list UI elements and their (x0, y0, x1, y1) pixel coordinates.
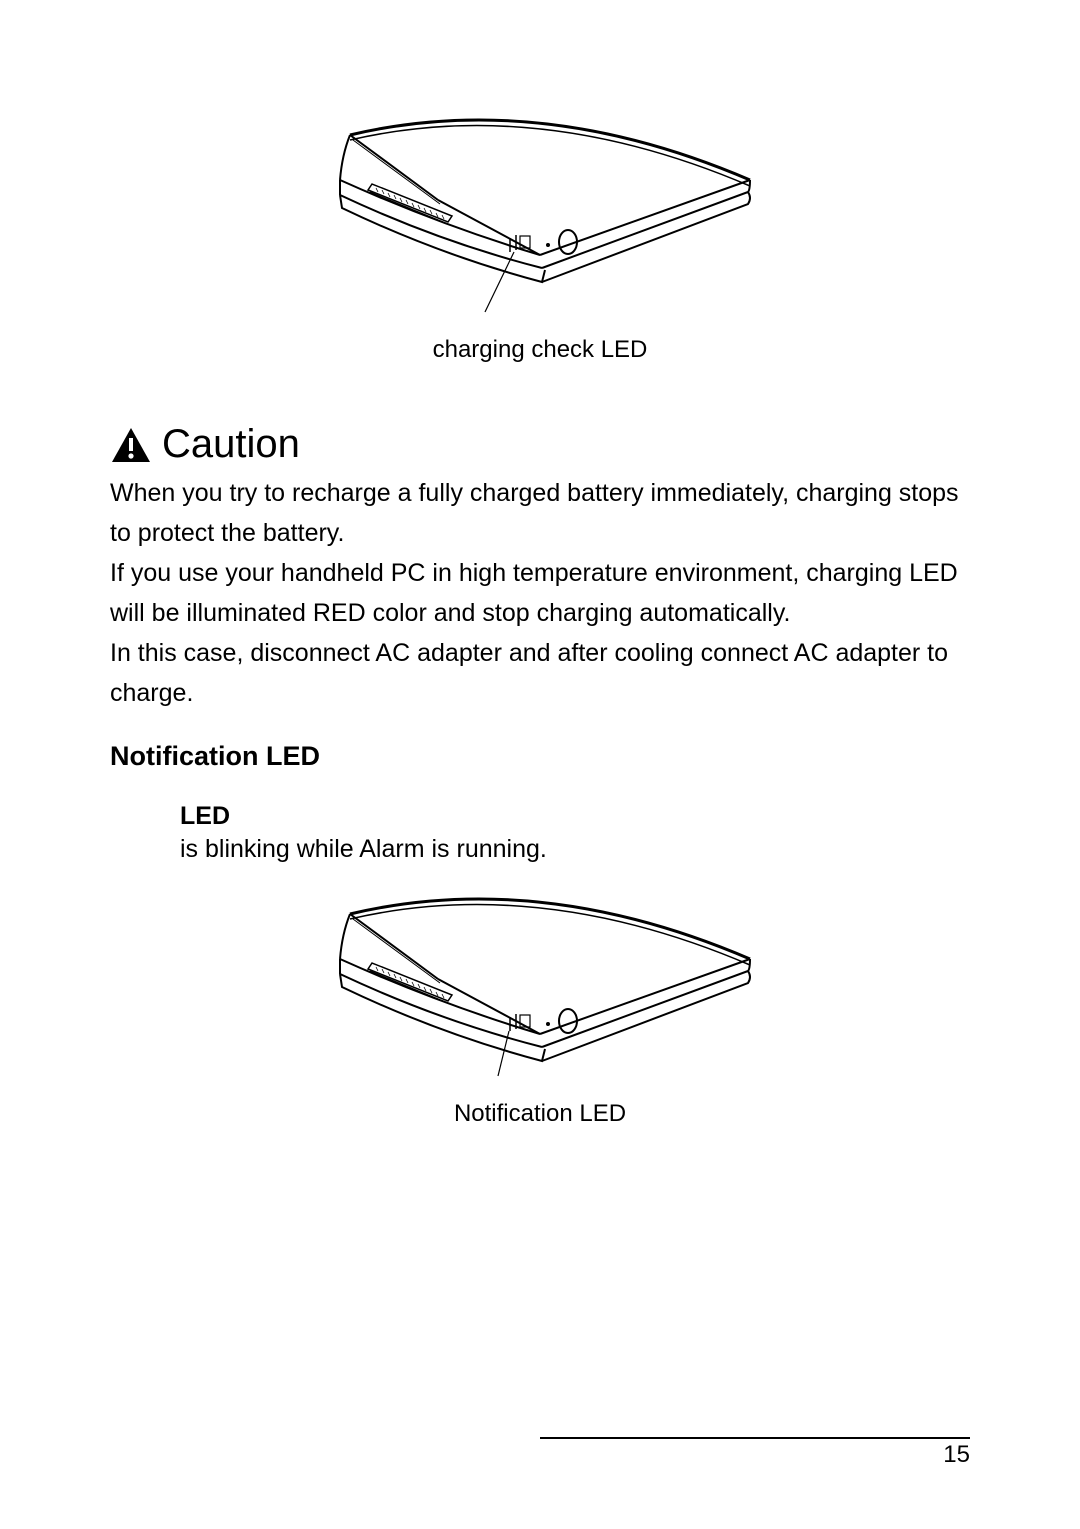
figure2-caption: Notification LED (110, 1100, 970, 1128)
notification-led-figure (320, 884, 760, 1094)
page: charging check LED Caution When you try … (0, 0, 1080, 1529)
caution-icon (110, 426, 152, 464)
section-heading: Notification LED (110, 741, 970, 772)
caution-title: Caution (162, 422, 300, 467)
sub-heading: LED (180, 802, 970, 831)
caution-heading: Caution (110, 422, 970, 467)
sub-body: is blinking while Alarm is running. (180, 835, 970, 864)
page-footer: 15 (540, 1437, 970, 1469)
page-number: 15 (943, 1441, 970, 1468)
caution-body: When you try to recharge a fully charged… (110, 473, 970, 713)
charging-led-figure (320, 100, 760, 330)
figure1-caption: charging check LED (110, 336, 970, 364)
